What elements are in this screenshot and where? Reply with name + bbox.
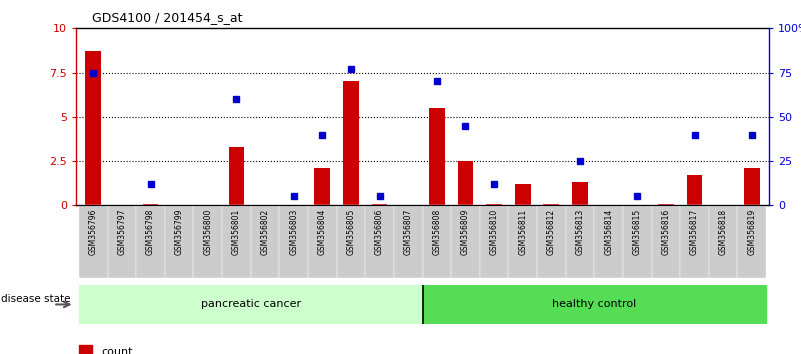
FancyBboxPatch shape [594,205,623,278]
FancyBboxPatch shape [537,205,566,278]
FancyBboxPatch shape [79,205,107,278]
Bar [228,147,244,205]
Bar [744,168,759,205]
Text: GSM356815: GSM356815 [633,209,642,255]
FancyBboxPatch shape [136,205,165,278]
FancyBboxPatch shape [480,205,509,278]
Text: GSM356808: GSM356808 [433,209,441,255]
Text: GSM356809: GSM356809 [461,209,470,255]
Text: GSM356812: GSM356812 [547,209,556,255]
Text: GSM356814: GSM356814 [604,209,613,255]
Text: GSM356816: GSM356816 [662,209,670,255]
Bar [686,175,702,205]
Text: healthy control: healthy control [552,299,637,309]
Text: GSM356803: GSM356803 [289,209,298,255]
Bar [515,184,530,205]
Text: GDS4100 / 201454_s_at: GDS4100 / 201454_s_at [92,11,243,24]
Text: GSM356818: GSM356818 [718,209,727,255]
FancyBboxPatch shape [709,205,738,278]
Text: GSM356796: GSM356796 [89,209,98,256]
Bar [572,182,588,205]
FancyBboxPatch shape [308,205,336,278]
FancyBboxPatch shape [107,205,136,278]
Text: GSM356800: GSM356800 [203,209,212,255]
FancyBboxPatch shape [336,205,365,278]
Text: GSM356806: GSM356806 [375,209,384,255]
FancyBboxPatch shape [623,205,651,278]
Text: GSM356801: GSM356801 [232,209,241,255]
FancyBboxPatch shape [165,205,194,278]
Bar [457,161,473,205]
FancyBboxPatch shape [651,205,680,278]
Bar [315,168,330,205]
FancyBboxPatch shape [222,205,251,278]
Text: GSM356804: GSM356804 [318,209,327,255]
Text: GSM356802: GSM356802 [260,209,270,255]
FancyBboxPatch shape [280,205,308,278]
Text: GSM356819: GSM356819 [747,209,756,255]
FancyBboxPatch shape [451,205,480,278]
FancyBboxPatch shape [394,205,422,278]
Bar [79,285,422,324]
FancyBboxPatch shape [680,205,709,278]
FancyBboxPatch shape [566,205,594,278]
Bar [422,285,766,324]
FancyBboxPatch shape [194,205,222,278]
Text: GSM356811: GSM356811 [518,209,527,255]
Text: GSM356798: GSM356798 [146,209,155,255]
FancyBboxPatch shape [422,205,451,278]
FancyBboxPatch shape [365,205,394,278]
FancyBboxPatch shape [251,205,280,278]
Text: GSM356797: GSM356797 [118,209,127,256]
Bar [343,81,359,205]
Text: GSM356807: GSM356807 [404,209,413,255]
Text: count: count [102,347,133,354]
Text: GSM356810: GSM356810 [489,209,498,255]
Bar [86,51,101,205]
Text: pancreatic cancer: pancreatic cancer [201,299,301,309]
Text: GSM356805: GSM356805 [347,209,356,255]
Text: GSM356817: GSM356817 [690,209,699,255]
Text: disease state: disease state [1,294,70,304]
Bar [79,345,92,354]
Bar [429,108,445,205]
Text: GSM356813: GSM356813 [575,209,585,255]
FancyBboxPatch shape [509,205,537,278]
FancyBboxPatch shape [738,205,766,278]
Text: GSM356799: GSM356799 [175,209,183,256]
